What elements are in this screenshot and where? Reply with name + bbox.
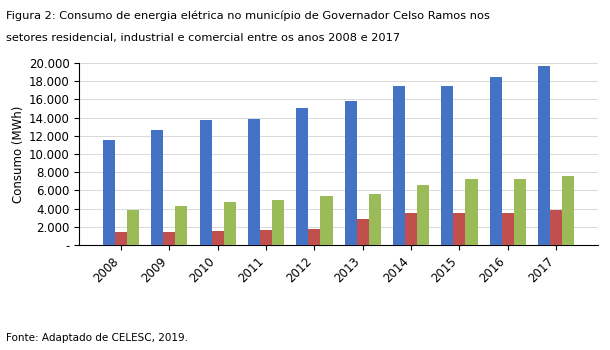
Text: setores residencial, industrial e comercial entre os anos 2008 e 2017: setores residencial, industrial e comerc…	[6, 33, 400, 43]
Y-axis label: Consumo (MWh): Consumo (MWh)	[12, 105, 24, 203]
Bar	[417, 185, 429, 245]
Text: Figura 2: Consumo de energia elétrica no município de Governador Celso Ramos nos: Figura 2: Consumo de energia elétrica no…	[6, 10, 493, 21]
Bar	[199, 120, 212, 245]
Bar	[248, 119, 260, 245]
Bar	[538, 66, 550, 245]
Bar	[453, 213, 465, 245]
Bar	[320, 196, 332, 245]
Bar	[345, 101, 357, 245]
Bar	[115, 232, 127, 245]
Bar	[393, 86, 405, 245]
Bar	[260, 230, 272, 245]
Bar	[151, 130, 163, 245]
Legend: Residencial, Industrial, Comercial: Residencial, Industrial, Comercial	[181, 346, 497, 350]
Bar	[562, 176, 574, 245]
Bar	[272, 199, 284, 245]
Bar	[501, 213, 514, 245]
Bar	[465, 180, 478, 245]
Bar	[441, 86, 453, 245]
Bar	[212, 231, 224, 245]
Bar	[490, 77, 501, 245]
Bar	[296, 107, 308, 245]
Bar	[103, 140, 115, 245]
Text: Fonte: Adaptado de CELESC, 2019.: Fonte: Adaptado de CELESC, 2019.	[6, 333, 188, 343]
Bar	[405, 213, 417, 245]
Bar	[176, 206, 187, 245]
Bar	[308, 229, 320, 245]
Bar	[163, 232, 176, 245]
Bar	[127, 210, 139, 245]
Bar	[357, 219, 369, 245]
Bar	[369, 194, 381, 245]
Bar	[514, 180, 526, 245]
Bar	[224, 202, 236, 245]
Bar	[550, 210, 562, 245]
